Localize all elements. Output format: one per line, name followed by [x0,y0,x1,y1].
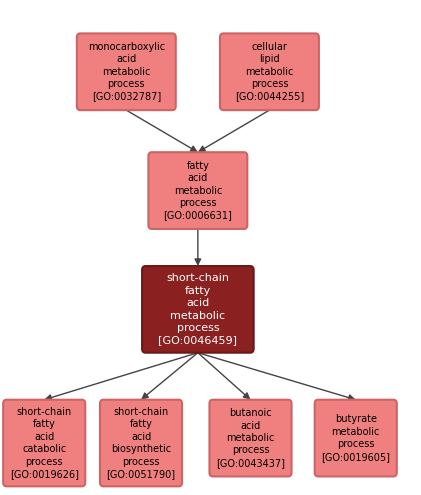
Text: fatty
acid
metabolic
process
[GO:0006631]: fatty acid metabolic process [GO:0006631… [163,161,232,220]
FancyBboxPatch shape [149,152,247,229]
FancyBboxPatch shape [3,400,85,486]
Text: short-chain
fatty
acid
biosynthetic
process
[GO:0051790]: short-chain fatty acid biosynthetic proc… [107,407,176,479]
FancyBboxPatch shape [77,34,176,110]
Text: cellular
lipid
metabolic
process
[GO:0044255]: cellular lipid metabolic process [GO:004… [235,42,304,101]
FancyBboxPatch shape [142,266,253,352]
FancyBboxPatch shape [100,400,182,486]
Text: butyrate
metabolic
process
[GO:0019605]: butyrate metabolic process [GO:0019605] [321,414,390,462]
FancyBboxPatch shape [209,400,291,476]
Text: short-chain
fatty
acid
catabolic
process
[GO:0019626]: short-chain fatty acid catabolic process… [10,407,79,479]
Text: butanoic
acid
metabolic
process
[GO:0043437]: butanoic acid metabolic process [GO:0043… [216,408,285,468]
FancyBboxPatch shape [220,34,319,110]
Text: monocarboxylic
acid
metabolic
process
[GO:0032787]: monocarboxylic acid metabolic process [G… [88,42,165,101]
FancyBboxPatch shape [315,400,397,476]
Text: short-chain
fatty
acid
metabolic
process
[GO:0046459]: short-chain fatty acid metabolic process… [158,273,237,346]
